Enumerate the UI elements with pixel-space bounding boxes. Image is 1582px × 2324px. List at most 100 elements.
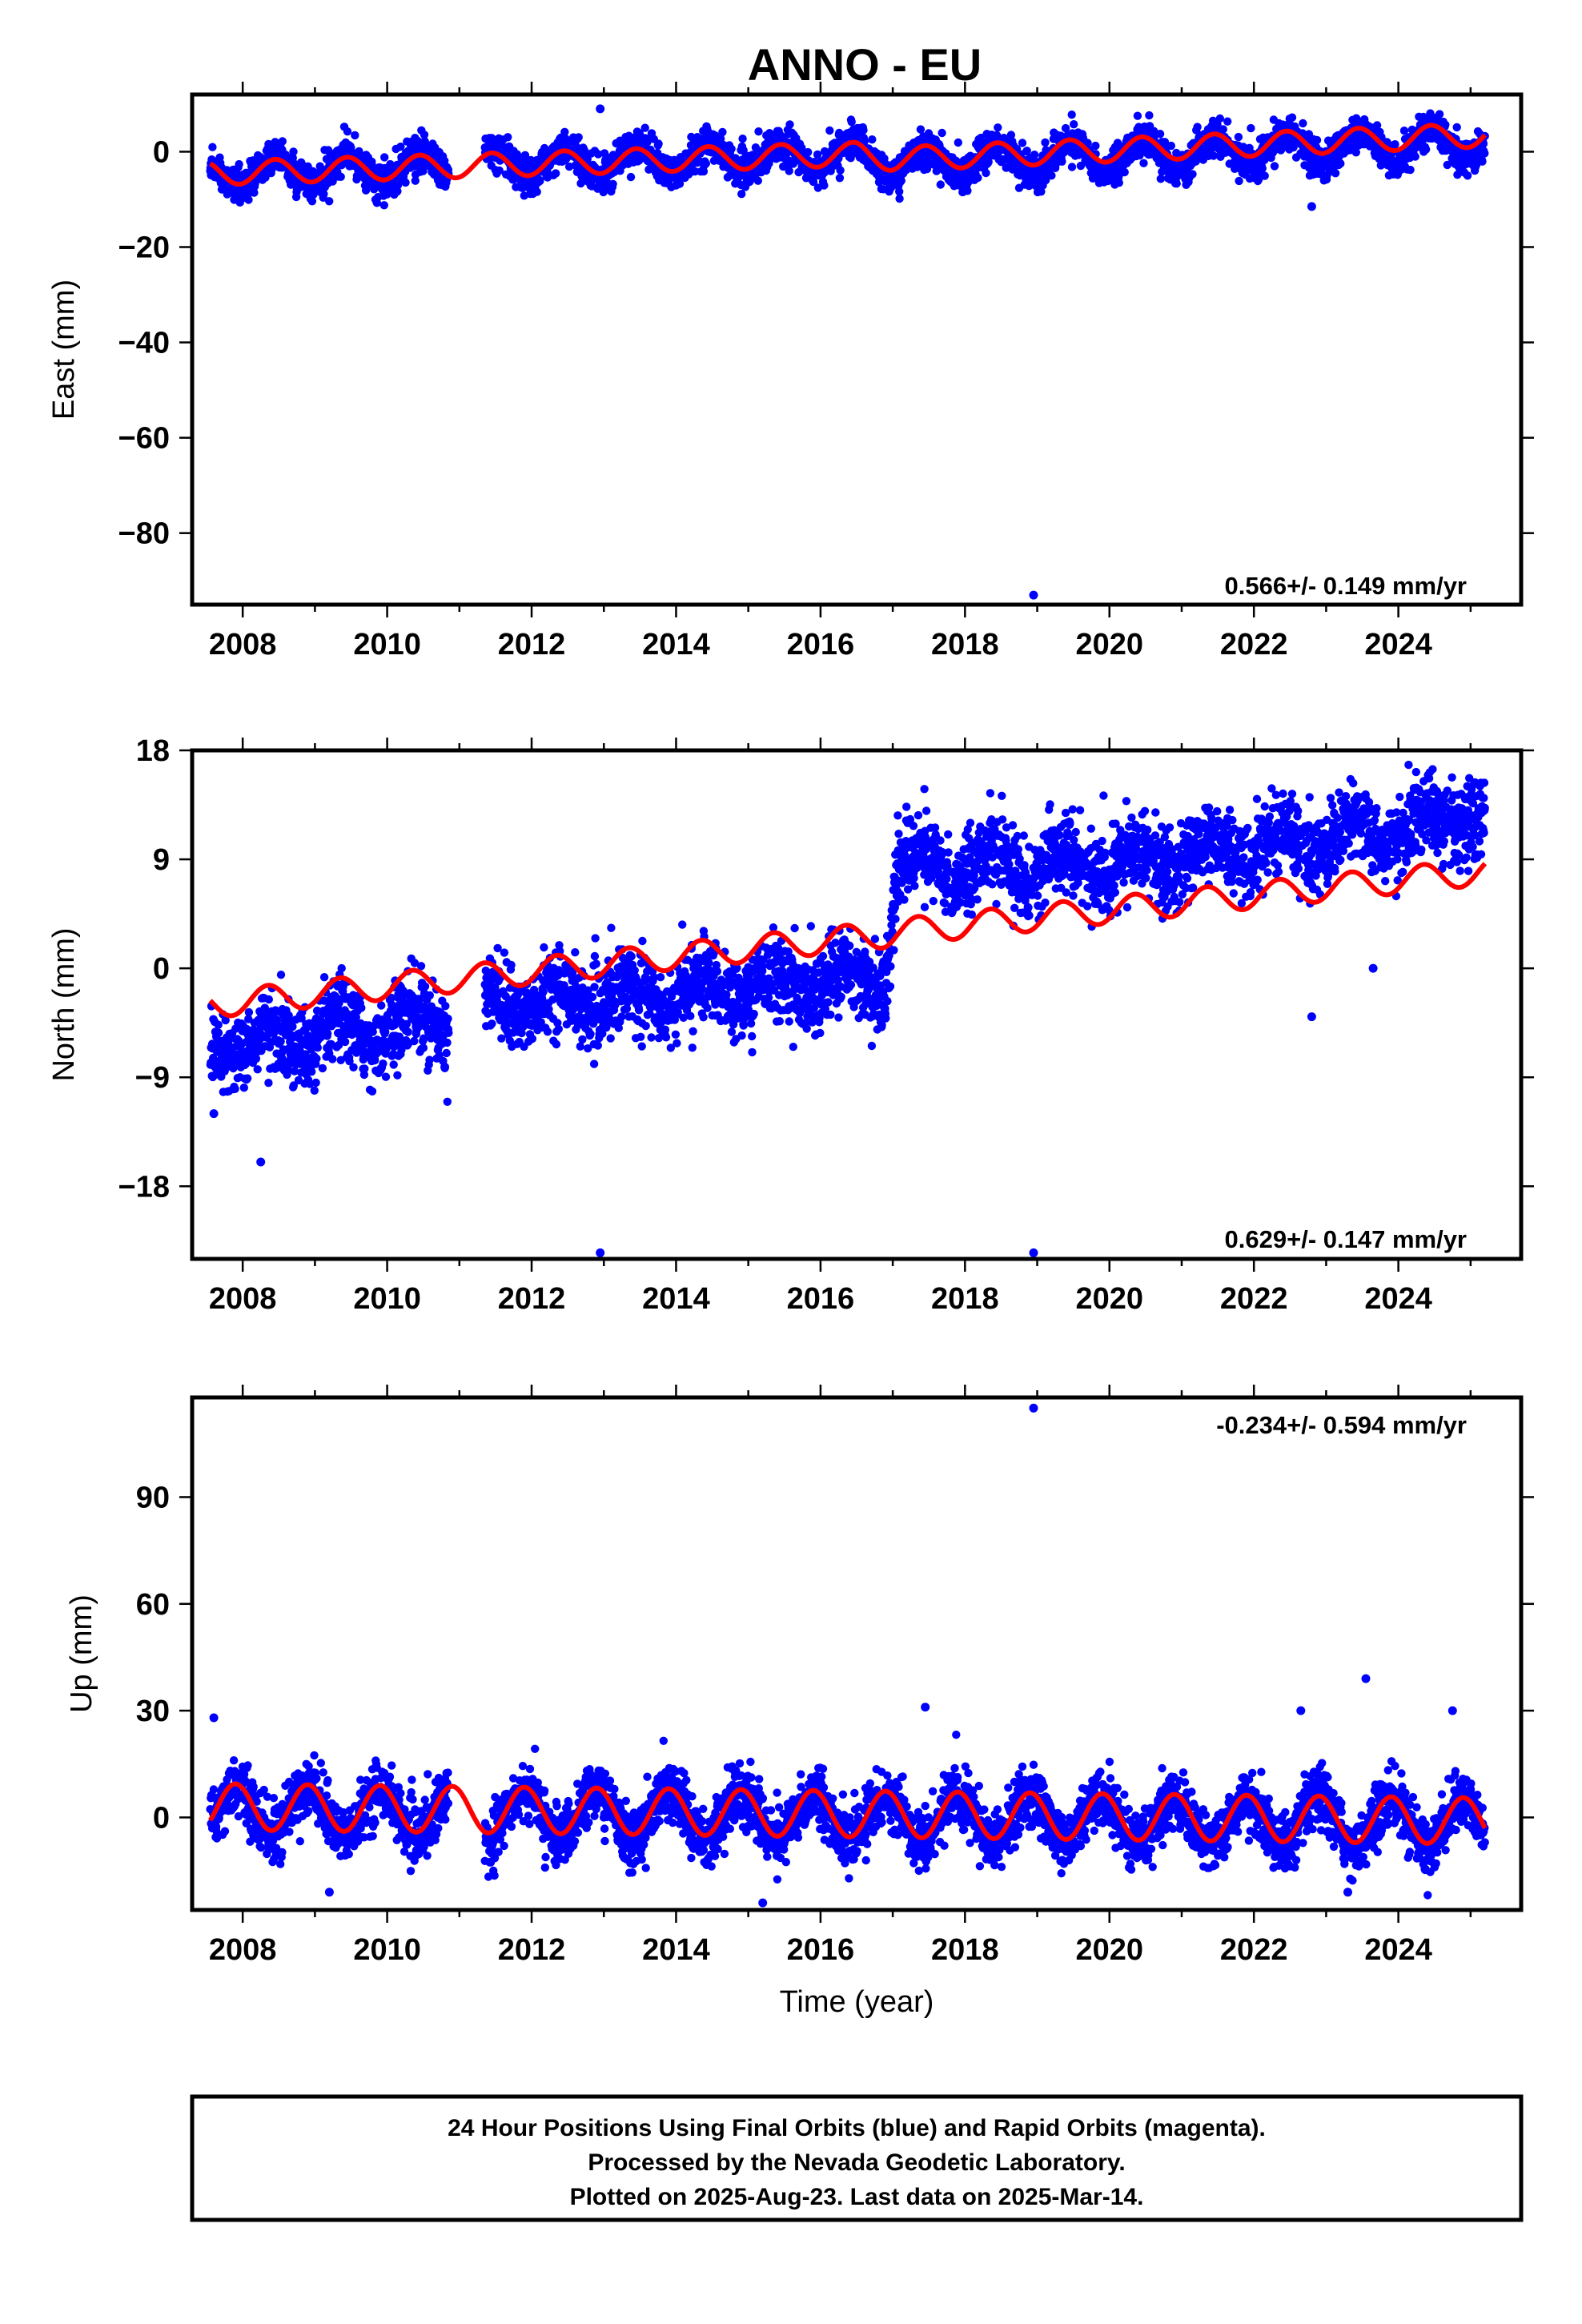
data-point	[895, 194, 904, 203]
data-point	[1406, 165, 1415, 175]
data-point	[379, 1059, 387, 1068]
data-point	[337, 963, 346, 973]
data-point	[994, 123, 1002, 132]
data-point	[1067, 111, 1076, 119]
data-point	[379, 201, 388, 210]
data-point	[351, 131, 359, 140]
data-point	[401, 178, 410, 187]
data-point	[586, 1030, 595, 1039]
data-point	[231, 1084, 239, 1094]
data-point	[419, 1043, 428, 1052]
north-panel: 2008 2010 2012 2014 2016 2018 2020 2022 20241890…	[47, 734, 1534, 1316]
data-point	[1114, 179, 1124, 187]
data-point	[318, 1063, 327, 1073]
data-point	[243, 1074, 252, 1083]
data-point	[540, 943, 548, 952]
data-point	[1223, 117, 1232, 126]
data-point	[367, 1087, 377, 1096]
data-point	[444, 1028, 453, 1038]
data-point	[441, 1002, 450, 1011]
data-point	[289, 147, 298, 156]
data-point	[607, 923, 616, 932]
data-point	[640, 123, 649, 132]
y-tick-label: 0	[153, 135, 170, 169]
data-point	[1215, 114, 1225, 123]
data-point	[590, 951, 600, 961]
data-point	[1287, 113, 1297, 122]
data-point	[536, 176, 544, 186]
data-point	[325, 197, 334, 206]
data-point	[1234, 132, 1243, 142]
y-tick-label: −40	[118, 327, 170, 360]
x-tick-label: 2016	[787, 628, 855, 661]
east-y-axis-label: East (mm)	[47, 279, 81, 420]
data-point	[836, 166, 845, 175]
data-point	[1235, 176, 1243, 186]
east-panel: 2008 2010 2012 2014 2016 2018 2020 2022 20240−20…	[47, 82, 1534, 661]
data-point	[1463, 171, 1472, 180]
data-point	[504, 133, 512, 142]
east-observations	[206, 104, 1489, 600]
data-point	[1260, 171, 1269, 180]
data-point	[336, 172, 345, 181]
data-point	[244, 1007, 254, 1017]
data-point	[1030, 151, 1039, 159]
data-point	[1156, 175, 1166, 183]
data-point	[404, 1027, 412, 1036]
data-point	[554, 1024, 563, 1034]
data-point	[420, 982, 430, 991]
data-point	[425, 991, 434, 1000]
outlier-point	[1307, 202, 1316, 211]
y-tick-label: −60	[118, 422, 170, 456]
data-point	[785, 120, 794, 129]
data-point	[1435, 110, 1444, 119]
data-point	[307, 197, 317, 206]
data-point	[1120, 167, 1129, 177]
north-observations	[206, 760, 1489, 1257]
data-point	[1247, 123, 1255, 133]
data-point	[1312, 135, 1322, 145]
data-point	[594, 150, 603, 159]
outlier-point	[596, 104, 605, 114]
data-point	[1172, 179, 1181, 188]
data-point	[592, 959, 600, 968]
data-point	[425, 1055, 434, 1064]
data-point	[340, 1037, 350, 1047]
x-tick-label: 2024	[1364, 628, 1432, 661]
data-point	[319, 973, 329, 982]
data-point	[323, 1029, 332, 1038]
data-point	[1133, 111, 1142, 120]
data-point	[785, 167, 793, 175]
data-point	[701, 159, 710, 168]
data-point	[444, 1014, 452, 1023]
data-point	[938, 128, 946, 138]
data-point	[381, 1072, 391, 1081]
y-tick-label: −80	[118, 517, 170, 551]
data-point	[396, 143, 405, 151]
data-point	[1145, 111, 1154, 120]
x-tick-label: 2014	[642, 628, 710, 661]
data-point	[1166, 141, 1176, 151]
data-point	[606, 1034, 615, 1043]
data-point	[820, 181, 829, 190]
data-point	[1070, 120, 1078, 129]
data-point	[410, 1036, 419, 1046]
data-point	[214, 1020, 223, 1029]
data-point	[1193, 123, 1202, 131]
data-point	[239, 1084, 248, 1092]
data-point	[835, 174, 845, 183]
data-point	[727, 144, 736, 154]
data-point	[1391, 140, 1399, 149]
data-point	[319, 190, 328, 199]
data-point	[389, 1060, 398, 1069]
data-point	[974, 173, 982, 183]
data-point	[737, 190, 746, 199]
data-point	[313, 1043, 322, 1052]
data-point	[1299, 119, 1307, 128]
data-point	[1219, 125, 1228, 134]
data-point	[419, 167, 428, 175]
data-point	[543, 1027, 552, 1036]
data-point	[328, 177, 337, 186]
data-point	[500, 948, 509, 957]
data-point	[847, 118, 856, 127]
